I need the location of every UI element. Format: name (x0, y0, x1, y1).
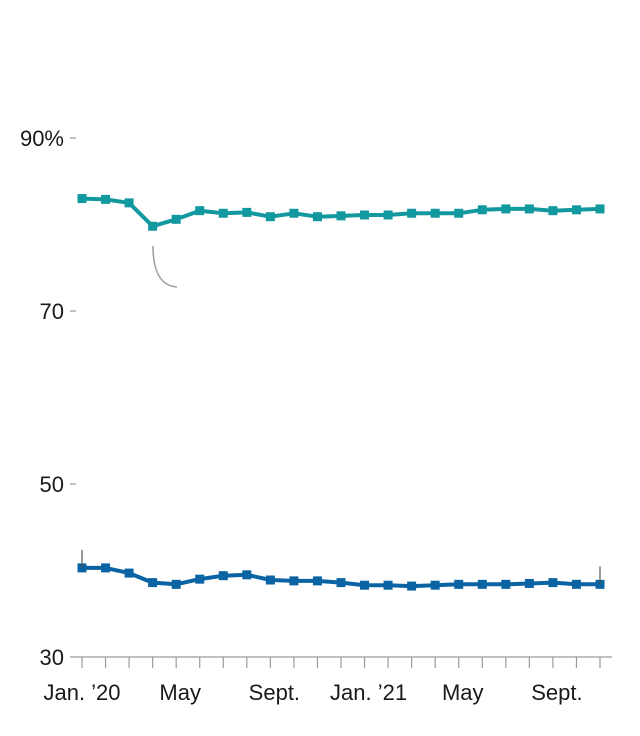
data-point (289, 208, 299, 218)
data-point (383, 580, 393, 590)
data-point (242, 570, 252, 580)
data-point (501, 204, 511, 214)
data-point (501, 579, 511, 589)
data-point (312, 212, 322, 222)
data-point (407, 208, 417, 218)
series-0 (77, 194, 605, 231)
data-point (430, 580, 440, 590)
data-point (195, 574, 205, 584)
x-tick-label: Sept. (531, 680, 582, 705)
data-point (101, 194, 111, 204)
data-point (195, 206, 205, 216)
data-point (571, 579, 581, 589)
data-point (148, 221, 158, 231)
x-tick-label: May (442, 680, 484, 705)
y-tick-label: 90% (20, 126, 64, 151)
series-1 (77, 563, 605, 591)
data-point (477, 205, 487, 215)
data-point (454, 208, 464, 218)
y-tick-label: 30 (40, 645, 64, 670)
data-point (218, 208, 228, 218)
y-tick-label: 70 (40, 299, 64, 324)
y-tick-label: 50 (40, 472, 64, 497)
data-point (312, 576, 322, 586)
data-point (171, 579, 181, 589)
data-point (524, 204, 534, 214)
data-point (265, 575, 275, 585)
data-point (430, 208, 440, 218)
data-point (124, 568, 134, 578)
data-point (101, 563, 111, 573)
data-point (336, 578, 346, 588)
x-tick-label: Sept. (249, 680, 300, 705)
annotation-leader-line (152, 245, 178, 288)
data-point (548, 578, 558, 588)
data-point (171, 214, 181, 224)
series-layer (77, 194, 605, 591)
data-point (124, 198, 134, 208)
data-point (289, 576, 299, 586)
data-point (548, 206, 558, 216)
data-point (454, 579, 464, 589)
y-axis: 90% 70 50 30 (20, 126, 76, 670)
data-point (524, 578, 534, 588)
x-tick-label: May (159, 680, 201, 705)
data-point (383, 210, 393, 220)
data-point (571, 205, 581, 215)
x-axis: Jan. ’20 May Sept. Jan. ’21 May Sept. (43, 656, 612, 705)
x-tick-label: Jan. ’21 (330, 680, 407, 705)
data-point (242, 207, 252, 217)
data-point (477, 579, 487, 589)
data-point (595, 204, 605, 214)
data-point (336, 211, 346, 221)
data-point (360, 210, 370, 220)
data-point (148, 578, 158, 588)
data-point (360, 580, 370, 590)
data-point (407, 581, 417, 591)
x-tick-label: Jan. ’20 (43, 680, 120, 705)
data-point (77, 194, 87, 204)
data-point (265, 212, 275, 222)
data-point (218, 571, 228, 581)
